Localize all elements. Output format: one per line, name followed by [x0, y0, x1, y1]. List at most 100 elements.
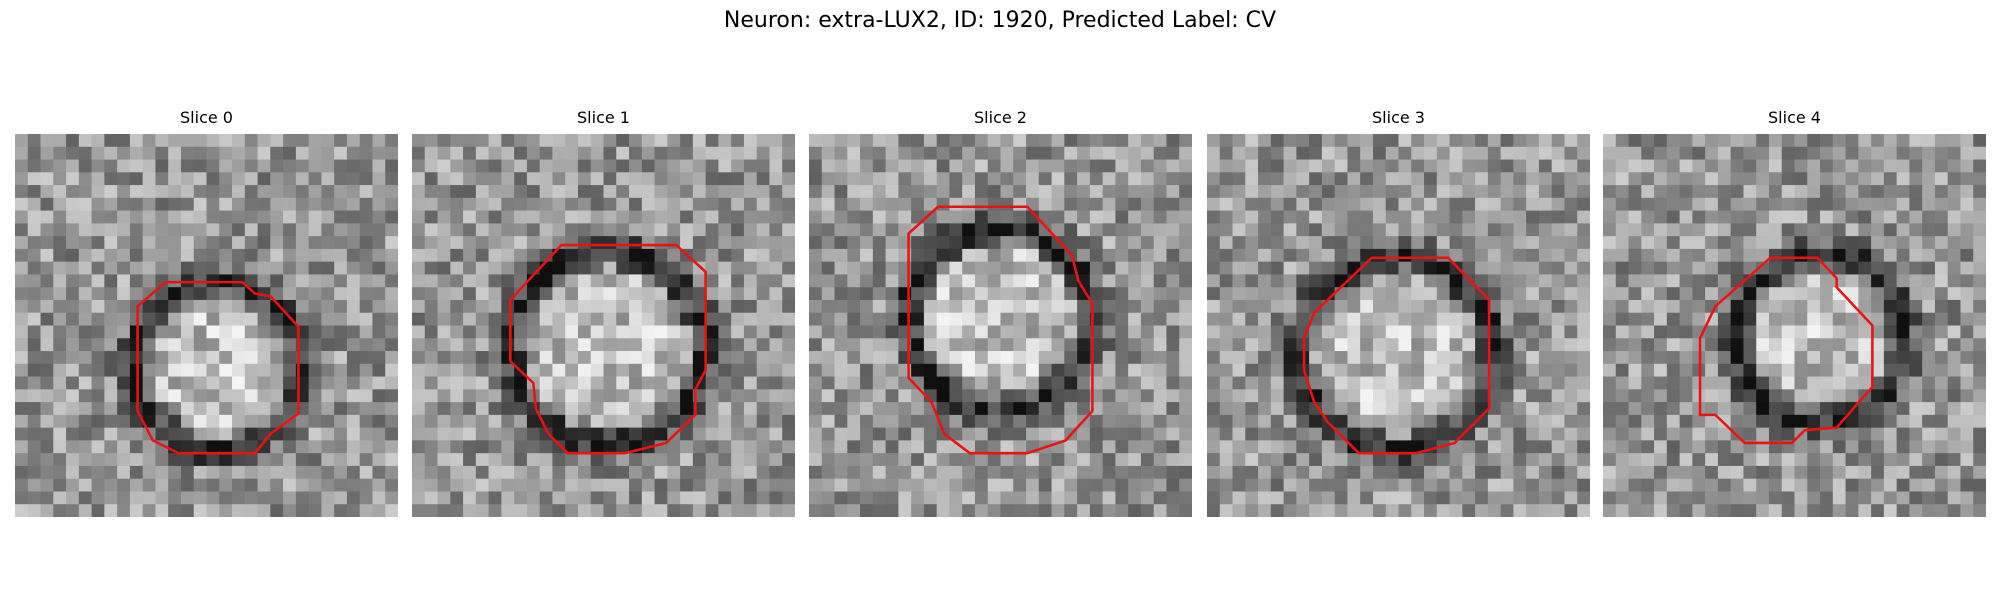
- pixel: [1922, 261, 1936, 275]
- pixel: [1179, 389, 1192, 403]
- pixel: [1475, 325, 1489, 339]
- pixel: [1038, 134, 1052, 148]
- pixel: [590, 248, 604, 263]
- pixel: [1283, 491, 1297, 505]
- pixel: [308, 427, 322, 441]
- pixel: [1089, 440, 1104, 454]
- pixel: [1051, 197, 1065, 211]
- pixel: [1013, 440, 1027, 454]
- pixel: [334, 338, 348, 352]
- pixel: [936, 274, 950, 288]
- pixel: [731, 414, 745, 429]
- pixel: [1564, 223, 1578, 237]
- pixel: [450, 299, 464, 314]
- pixel: [731, 402, 745, 416]
- pixel: [705, 210, 719, 224]
- pixel: [142, 376, 156, 390]
- pixel: [1692, 274, 1706, 288]
- pixel: [424, 478, 438, 492]
- pixel: [1128, 325, 1142, 339]
- pixel: [1102, 402, 1116, 416]
- pixel: [1654, 338, 1668, 352]
- pixels: [412, 134, 795, 517]
- pixel: [1051, 146, 1065, 160]
- pixel: [78, 274, 92, 288]
- pixel: [78, 197, 92, 211]
- pixel: [40, 338, 54, 352]
- pixel: [1321, 440, 1336, 454]
- pixel: [1372, 236, 1387, 250]
- pixel: [616, 376, 630, 390]
- pixel: [129, 146, 144, 160]
- pixel: [1436, 299, 1450, 314]
- pixel: [1500, 389, 1514, 403]
- pixel: [104, 210, 118, 224]
- pixel: [526, 210, 541, 224]
- pixel: [1283, 185, 1297, 199]
- pixel: [1564, 402, 1578, 416]
- pixel: [1845, 325, 1859, 339]
- pixel: [1296, 261, 1310, 275]
- pixel: [283, 261, 297, 275]
- pixel: [872, 312, 886, 326]
- pixel: [346, 325, 361, 339]
- pixel: [1219, 376, 1233, 390]
- pixel: [1666, 261, 1680, 275]
- pixel: [1207, 146, 1221, 160]
- pixel: [244, 248, 258, 263]
- pixel: [1372, 185, 1387, 199]
- pixel: [731, 299, 745, 314]
- pixel: [1883, 504, 1898, 517]
- pixel: [1947, 236, 1961, 250]
- pixel: [1462, 172, 1476, 186]
- pixel: [692, 414, 707, 429]
- pixel: [1794, 414, 1808, 429]
- pixel: [718, 287, 732, 301]
- pixel: [1089, 427, 1104, 441]
- pixel: [257, 338, 271, 352]
- pixel: [1934, 376, 1949, 390]
- pixel: [1679, 338, 1693, 352]
- pixel: [1705, 325, 1719, 339]
- pixel: [911, 440, 925, 454]
- pixel: [692, 453, 707, 467]
- pixel: [1705, 146, 1719, 160]
- pixel: [743, 146, 758, 160]
- pixel: [590, 172, 604, 186]
- pixel: [437, 248, 451, 263]
- pixels: [1207, 134, 1590, 517]
- pixel: [1232, 465, 1246, 480]
- pixel: [475, 491, 489, 505]
- pixel: [539, 223, 553, 237]
- pixel: [1077, 134, 1091, 148]
- pixel: [270, 491, 284, 505]
- pixel: [1909, 325, 1923, 339]
- pixel: [1922, 223, 1936, 237]
- pixel: [756, 402, 770, 416]
- pixel: [769, 197, 783, 211]
- pixel: [257, 376, 271, 390]
- pixel: [450, 248, 464, 263]
- pixel: [821, 159, 835, 173]
- pixel: [847, 427, 861, 441]
- pixel: [654, 197, 668, 211]
- pixel: [1013, 325, 1027, 339]
- pixel: [1128, 351, 1142, 365]
- pixel: [1845, 491, 1859, 505]
- pixel: [168, 299, 182, 314]
- pixel: [1258, 223, 1272, 237]
- pixel: [15, 338, 29, 352]
- pixel: [923, 299, 938, 314]
- pixel: [1768, 248, 1783, 263]
- pixel: [680, 465, 694, 480]
- pixel: [1245, 299, 1259, 314]
- pixel: [1334, 172, 1348, 186]
- pixel: [1717, 504, 1732, 517]
- pixel: [743, 325, 758, 339]
- pixel: [526, 134, 541, 148]
- pixel: [809, 440, 823, 454]
- pixel: [1013, 465, 1027, 480]
- pixel: [1883, 440, 1898, 454]
- pixel: [1960, 236, 1974, 250]
- pixel: [308, 440, 322, 454]
